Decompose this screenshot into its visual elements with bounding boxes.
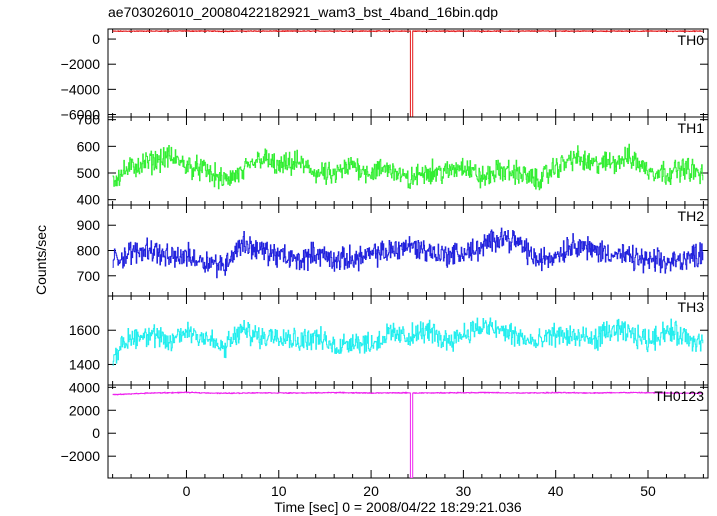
y-tick-label: 4000: [69, 379, 100, 395]
y-tick-label: −6000: [61, 106, 101, 122]
panel-th2: 700 800 900 TH2: [77, 204, 709, 297]
y-tick-label: 1400: [69, 356, 100, 372]
y-tick-label: 1600: [69, 322, 100, 338]
y-tick-label: 500: [77, 165, 101, 181]
panel-th0123: 4000 2000 0 −2000 TH0123: [61, 379, 709, 479]
panel-th3: 1400 1600 TH3: [69, 295, 709, 386]
y-tick-label: 400: [77, 192, 101, 208]
panel-th0: 0 −2000 −4000 −6000 TH0: [61, 28, 709, 122]
y-tick-label: 600: [77, 138, 101, 154]
y-tick-label: 2000: [69, 402, 100, 418]
y-tick-label: −2000: [61, 448, 101, 464]
y-tick-label: 700: [77, 112, 101, 128]
panels: 0−2000−4000−6000TH0400500600700TH1700800…: [61, 28, 709, 499]
series-line-th0: [112, 30, 704, 117]
series-line-th0123: [112, 391, 704, 478]
panel-label: TH2: [678, 208, 705, 224]
y-tick-label: −4000: [61, 81, 101, 97]
panel-label: TH0123: [654, 388, 704, 404]
chart-title: ae703026010_20080422182921_wam3_bst_4ban…: [108, 4, 498, 20]
panel-frame: [107, 28, 709, 118]
x-tick-label: 0: [183, 483, 191, 499]
series-line-th1: [112, 143, 704, 191]
panel-th1: 400 500 600 700 TH1: [77, 112, 709, 208]
y-tick-label: 900: [77, 217, 101, 233]
y-tick-label: 0: [92, 425, 100, 441]
x-tick-label: 10: [271, 483, 287, 499]
panel-label: TH3: [678, 299, 705, 315]
y-tick-label: 0: [92, 31, 100, 47]
x-tick-label: 50: [640, 483, 656, 499]
panel-frame: [107, 384, 709, 479]
series-line-th3: [112, 317, 704, 366]
series-line-th2: [112, 227, 704, 279]
x-tick-label: 40: [548, 483, 564, 499]
y-tick-label: 800: [77, 243, 101, 259]
x-tick-label: 30: [456, 483, 472, 499]
panel-label: TH1: [678, 120, 705, 136]
y-tick-label: 700: [77, 268, 101, 284]
panel-label: TH0: [678, 32, 705, 48]
y-axis-label: Counts/sec: [33, 225, 49, 295]
x-tick-label: 20: [363, 483, 379, 499]
x-axis-label: Time [sec] 0 = 2008/04/22 18:29:21.036: [274, 499, 522, 515]
y-tick-label: −2000: [61, 56, 101, 72]
